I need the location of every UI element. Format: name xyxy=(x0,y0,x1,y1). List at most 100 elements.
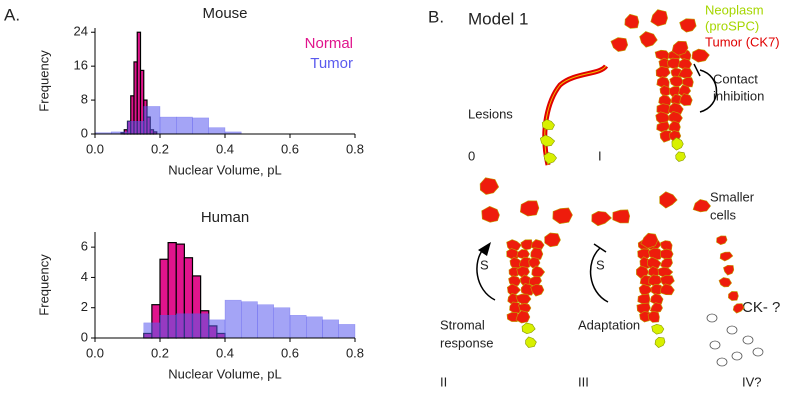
cell xyxy=(675,151,686,162)
cell xyxy=(660,248,674,261)
cell xyxy=(520,239,534,251)
x-tick-label: 0.8 xyxy=(346,141,364,156)
cell xyxy=(679,18,697,33)
bar xyxy=(273,307,291,339)
cell xyxy=(612,209,631,224)
bar xyxy=(143,322,161,339)
cell xyxy=(591,210,612,227)
bar xyxy=(224,299,242,339)
cell xyxy=(516,249,530,259)
cell xyxy=(520,283,535,296)
x-axis-label: Nuclear Volume, pL xyxy=(168,366,281,381)
y-tick-label: 6 xyxy=(81,239,88,254)
stage-text: response xyxy=(440,335,493,350)
bar xyxy=(159,315,177,339)
cell xyxy=(543,152,557,165)
bar xyxy=(338,324,356,339)
adaptation-arc xyxy=(589,247,609,303)
lesion-core xyxy=(544,65,607,166)
x-tick-label: 0.0 xyxy=(86,141,104,156)
inhibition-bar xyxy=(693,63,701,77)
bar xyxy=(257,304,274,339)
cell xyxy=(671,137,684,151)
stage-text: Adaptation xyxy=(578,317,640,332)
y-tick-label: 24 xyxy=(74,24,88,39)
cell xyxy=(610,37,629,52)
cell xyxy=(732,303,745,314)
outline-cell xyxy=(742,335,754,345)
y-tick-label: 16 xyxy=(74,58,88,73)
outline-cell xyxy=(752,347,764,357)
cell xyxy=(515,310,531,324)
cell xyxy=(650,9,668,27)
bar xyxy=(208,127,226,135)
cell xyxy=(660,257,673,270)
legend-neoplasm: Neoplasm xyxy=(705,2,764,17)
stage-number: IV? xyxy=(742,374,762,389)
cell xyxy=(668,120,681,133)
panel-b: B. Model 1 Neoplasm (proSPC) Tumor (CK7)… xyxy=(428,2,780,389)
cell xyxy=(656,76,670,88)
cell xyxy=(719,251,734,262)
x-tick-label: 0.2 xyxy=(151,345,169,360)
cell xyxy=(509,301,522,314)
x-tick-label: 0.6 xyxy=(281,345,299,360)
y-tick-label: 0 xyxy=(81,125,88,140)
cell xyxy=(692,199,711,213)
chart-title: Mouse xyxy=(202,5,247,22)
bar xyxy=(322,319,339,339)
x-tick-label: 0.2 xyxy=(151,141,169,156)
cell xyxy=(667,57,681,69)
arrow-head xyxy=(478,242,491,256)
x-tick-label: 0.0 xyxy=(86,345,104,360)
bar xyxy=(192,313,209,339)
cell xyxy=(659,191,678,209)
cell xyxy=(651,323,665,335)
bar xyxy=(306,316,323,339)
cell xyxy=(552,207,573,225)
legend-entry: Tumor xyxy=(310,55,353,72)
bar xyxy=(192,117,209,135)
bar xyxy=(143,106,161,135)
stage-text: Stromal xyxy=(440,317,485,332)
cell xyxy=(544,232,561,248)
cell xyxy=(515,293,532,305)
lesion-tube xyxy=(542,64,609,166)
cell xyxy=(637,248,652,261)
bar xyxy=(127,121,144,135)
cell xyxy=(639,31,658,48)
outline-cell xyxy=(726,325,738,335)
cell xyxy=(506,283,522,297)
cell xyxy=(525,336,537,348)
cell xyxy=(655,66,671,79)
y-axis-label: Frequency xyxy=(36,50,51,112)
cell xyxy=(531,265,546,279)
cell xyxy=(656,121,671,133)
bar xyxy=(208,319,226,339)
x-axis-label: Nuclear Volume, pL xyxy=(168,162,281,177)
legend-tumor: Tumor (CK7) xyxy=(705,34,780,49)
stage-text: Smaller xyxy=(710,189,755,204)
y-tick-label: 4 xyxy=(81,269,88,284)
y-tick-label: 0 xyxy=(81,329,88,344)
cell xyxy=(679,93,693,106)
y-axis-label: Frequency xyxy=(36,254,51,316)
x-tick-label: 0.4 xyxy=(216,345,234,360)
stage-number: III xyxy=(578,374,589,389)
stage-text: Lesions xyxy=(468,106,513,121)
outline-cell xyxy=(716,357,728,367)
cell xyxy=(682,77,694,88)
cell xyxy=(637,293,651,305)
x-tick-label: 0.4 xyxy=(216,141,234,156)
stage-text: cells xyxy=(710,207,737,222)
model-title: Model 1 xyxy=(468,9,528,28)
x-tick-label: 0.8 xyxy=(346,345,364,360)
panel-label: A. xyxy=(4,5,20,24)
cell xyxy=(659,283,675,296)
legend-entry: Normal xyxy=(305,35,353,52)
cell xyxy=(479,177,500,195)
cell xyxy=(649,302,663,313)
cell xyxy=(521,322,536,335)
cell xyxy=(654,336,666,348)
